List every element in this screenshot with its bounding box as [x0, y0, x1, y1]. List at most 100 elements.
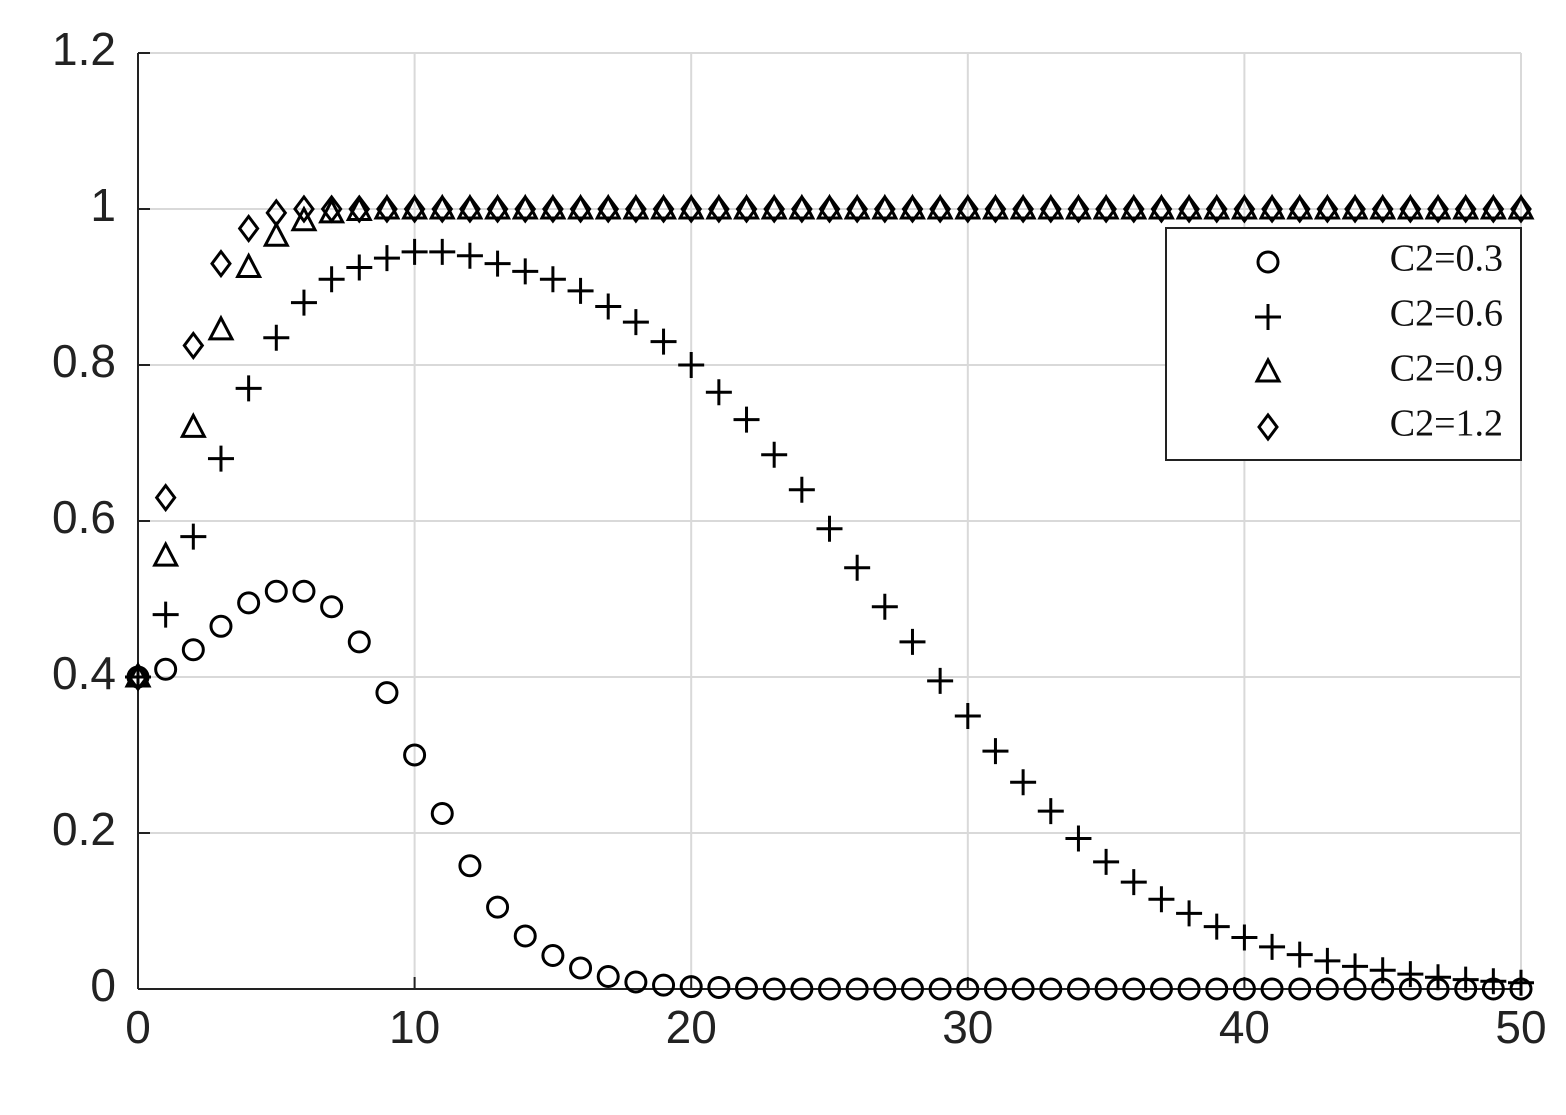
point: [320, 194, 343, 224]
point: [927, 667, 954, 694]
point: [1093, 848, 1120, 875]
point: [1120, 193, 1148, 220]
point: [1064, 193, 1092, 220]
point: [929, 194, 952, 224]
point: [1065, 825, 1092, 852]
point: [513, 924, 537, 948]
point: [401, 238, 428, 265]
point: [899, 193, 926, 220]
point: [290, 205, 318, 232]
point: [1369, 193, 1397, 220]
point: [901, 194, 924, 224]
point: [1314, 947, 1341, 974]
point: [1286, 193, 1314, 220]
point: [790, 194, 813, 224]
point: [1150, 194, 1173, 224]
point: [1094, 977, 1118, 1001]
point: [1231, 924, 1258, 951]
point: [1149, 977, 1173, 1001]
y-tick-label: 1.2: [52, 23, 116, 75]
point: [650, 193, 678, 220]
point: [1039, 977, 1063, 1001]
point: [846, 194, 869, 224]
point: [1122, 977, 1146, 1001]
point: [650, 328, 677, 355]
point: [1205, 194, 1228, 224]
point: [845, 977, 869, 1001]
point: [1261, 194, 1283, 224]
point: [1399, 194, 1422, 224]
point: [1315, 977, 1339, 1001]
point: [431, 194, 454, 224]
point: [429, 238, 456, 265]
point: [235, 252, 263, 278]
point: [760, 193, 788, 220]
point: [818, 977, 841, 1001]
point: [542, 194, 564, 224]
point: [1396, 193, 1424, 220]
point: [293, 194, 315, 224]
point: [1258, 193, 1286, 220]
point: [1122, 194, 1145, 224]
point: [597, 194, 620, 224]
point: [569, 194, 592, 224]
point: [1203, 913, 1230, 940]
point: [1344, 194, 1366, 224]
point: [625, 194, 647, 224]
point: [1425, 964, 1452, 991]
point: [1316, 194, 1339, 224]
point: [873, 977, 897, 1001]
point: [871, 193, 899, 220]
point: [652, 973, 676, 997]
point: [1009, 193, 1037, 220]
point: [154, 657, 178, 681]
point: [1342, 953, 1369, 980]
point: [320, 595, 344, 619]
point: [179, 412, 207, 438]
point: [1176, 900, 1203, 927]
point: [816, 515, 843, 542]
point: [1397, 961, 1424, 988]
point: [567, 193, 595, 220]
x-tick-label: 50: [1495, 1001, 1546, 1053]
point: [680, 194, 703, 224]
point: [1313, 193, 1341, 220]
point: [1067, 194, 1090, 224]
point: [1177, 977, 1201, 1001]
y-tick-label: 0.2: [52, 803, 116, 855]
point: [207, 314, 235, 341]
point: [459, 194, 481, 224]
point: [127, 662, 149, 692]
point: [1037, 798, 1064, 825]
point: [539, 266, 566, 293]
point: [152, 601, 179, 628]
point: [373, 245, 400, 272]
point: [1424, 193, 1452, 220]
point: [262, 221, 290, 247]
point: [458, 854, 482, 878]
point: [956, 194, 979, 224]
point: [1288, 977, 1312, 1001]
point: [678, 352, 705, 378]
point: [403, 743, 427, 767]
point: [1230, 193, 1258, 220]
point: [401, 193, 429, 220]
point: [1452, 193, 1480, 220]
point: [1178, 194, 1200, 224]
point: [154, 483, 177, 513]
point: [790, 977, 814, 1001]
point: [1479, 193, 1507, 220]
point: [1507, 193, 1535, 220]
point: [1341, 193, 1369, 220]
point: [1066, 977, 1090, 1001]
point: [735, 194, 758, 224]
point: [209, 614, 233, 638]
point: [428, 193, 456, 220]
point: [594, 193, 622, 220]
point: [705, 193, 733, 220]
point: [677, 193, 705, 220]
legend-marker: [1256, 250, 1280, 274]
point: [1203, 193, 1231, 220]
point: [1147, 193, 1175, 220]
point: [763, 194, 786, 224]
